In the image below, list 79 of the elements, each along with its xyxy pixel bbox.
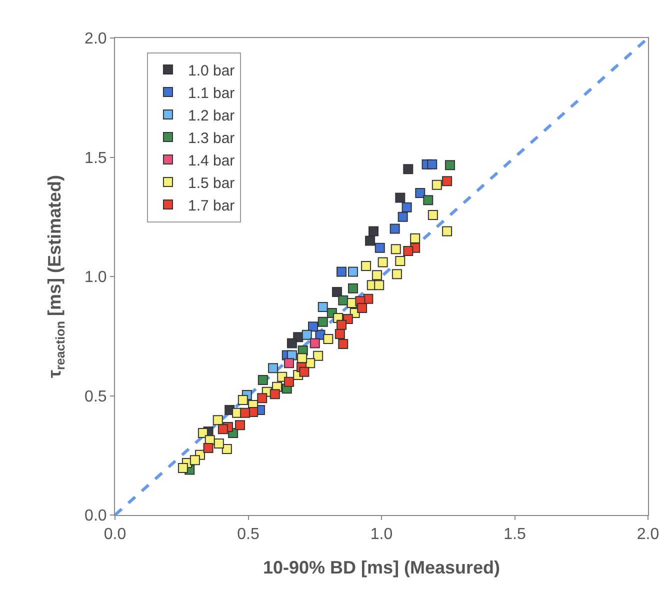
x-tick-label: 2.0 <box>636 526 660 544</box>
point <box>432 180 442 190</box>
point <box>378 257 388 268</box>
point <box>336 266 347 277</box>
x-axis-title: 10-90% BD [ms] (Measured) <box>262 557 500 578</box>
legend-label: 1.2 bar <box>188 107 235 124</box>
point <box>222 444 232 454</box>
point <box>392 269 402 280</box>
y-tick-label: 2.0 <box>84 30 107 48</box>
point <box>240 408 250 418</box>
point <box>308 322 318 332</box>
point <box>390 244 401 254</box>
point <box>442 176 452 186</box>
point <box>428 210 438 220</box>
point <box>234 420 245 430</box>
point <box>214 438 224 448</box>
point <box>268 363 278 374</box>
point <box>190 455 200 466</box>
point <box>218 424 228 434</box>
point <box>286 338 297 348</box>
legend-label: 1.5 bar <box>188 174 235 192</box>
point <box>212 415 223 426</box>
point <box>310 338 320 348</box>
point <box>390 224 400 234</box>
point <box>318 302 328 312</box>
x-tick-label: 1.5 <box>504 526 526 544</box>
point <box>284 376 294 387</box>
point <box>395 256 406 266</box>
point <box>299 366 310 377</box>
point <box>336 320 347 330</box>
point <box>257 393 268 404</box>
point <box>338 339 348 349</box>
point <box>203 442 214 453</box>
point <box>302 330 312 340</box>
legend-label: 1.1 bar <box>188 84 235 102</box>
point <box>402 202 412 212</box>
point <box>415 188 426 198</box>
point <box>348 266 358 277</box>
point <box>374 242 385 253</box>
point <box>442 226 452 236</box>
point <box>444 160 455 170</box>
y-tick-label: 1.5 <box>84 150 107 167</box>
y-tick-label: 0.0 <box>84 508 107 525</box>
point <box>284 358 294 368</box>
legend-label: 1.4 bar <box>188 152 235 170</box>
point <box>323 334 334 344</box>
x-tick-label: 1.0 <box>370 526 393 544</box>
point <box>410 233 420 244</box>
point <box>332 287 342 297</box>
legend-label: 1.0 bar <box>188 62 235 80</box>
point <box>313 350 324 361</box>
point <box>361 261 372 272</box>
point <box>395 192 406 203</box>
point <box>258 375 268 386</box>
point <box>178 463 188 474</box>
legend-label: 1.3 bar <box>188 130 235 147</box>
point <box>338 295 348 306</box>
x-tick-label: 0.0 <box>104 526 126 544</box>
point <box>357 302 368 313</box>
point <box>374 280 384 290</box>
point <box>427 159 438 170</box>
point <box>368 226 379 236</box>
point <box>238 395 248 406</box>
point <box>270 389 280 400</box>
point <box>403 164 414 174</box>
point <box>423 195 434 206</box>
point <box>334 328 345 339</box>
legend-label: 1.7 bar <box>188 197 235 214</box>
point <box>348 283 358 294</box>
point <box>403 246 414 256</box>
point <box>297 353 308 364</box>
point <box>365 236 376 246</box>
x-tick-label: 0.5 <box>237 526 260 544</box>
y-tick-label: 1.0 <box>84 269 107 286</box>
y-tick-label: 0.5 <box>84 388 107 406</box>
point <box>198 428 208 438</box>
point <box>398 212 408 222</box>
point <box>372 270 382 280</box>
point <box>318 316 328 327</box>
